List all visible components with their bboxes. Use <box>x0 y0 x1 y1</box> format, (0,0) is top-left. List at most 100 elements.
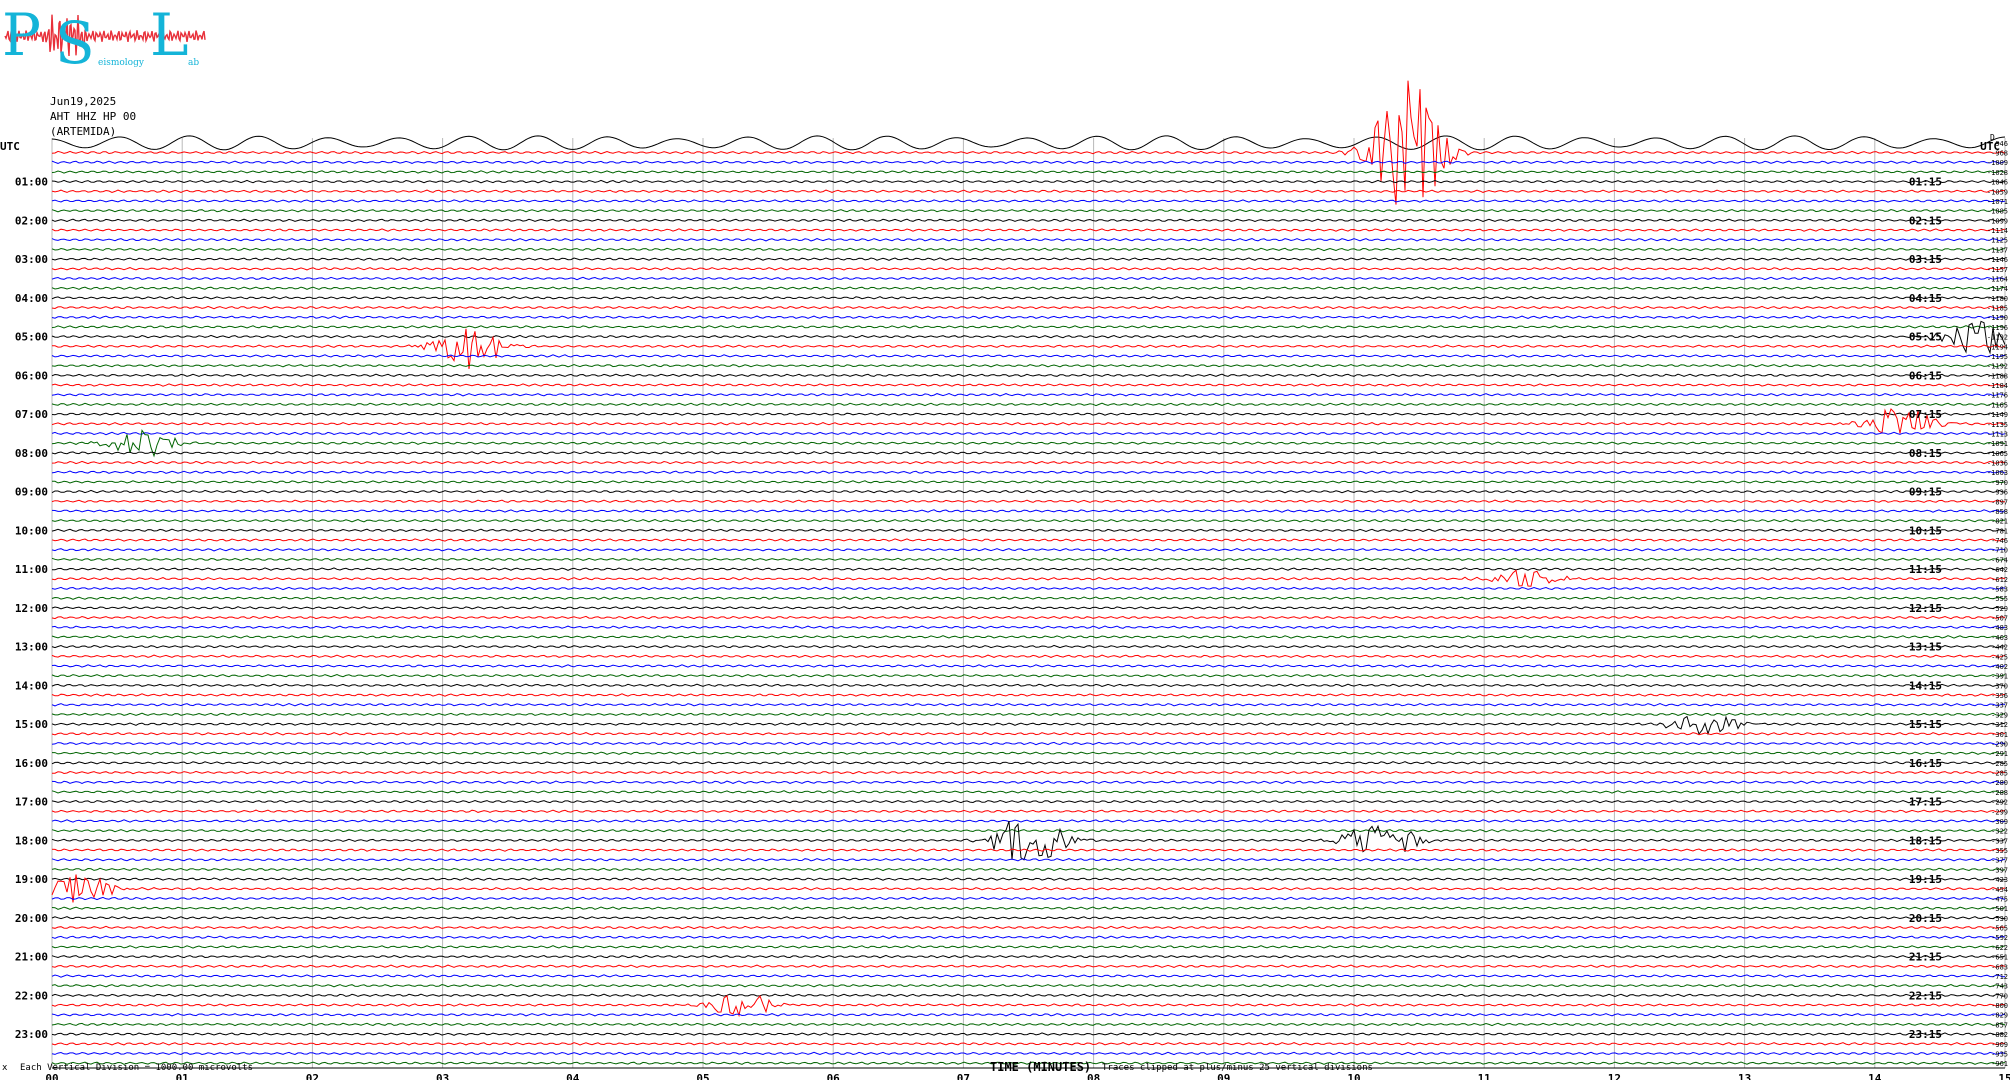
trace-offset-label: -583 <box>1991 585 2008 593</box>
seismic-trace <box>51 567 2006 571</box>
x-tick-label: 07 <box>957 1072 970 1080</box>
trace-offset-label: -651 <box>1991 954 2008 962</box>
hour-label-left: 09:00 <box>15 486 48 499</box>
hour-label-right: 22:15 <box>1909 989 1942 1002</box>
x-tick-label: 05 <box>696 1072 709 1080</box>
trace-offset-label: -897 <box>1991 498 2008 506</box>
trace-offset-label: -301 <box>1991 731 2008 739</box>
hour-label-right: 21:15 <box>1909 951 1942 964</box>
trace-offset-label: -370 <box>1991 682 2008 690</box>
seismic-trace <box>51 741 2006 746</box>
trace-offset-label: -285 <box>1991 770 2008 778</box>
seismic-trace <box>51 238 2006 242</box>
x-tick-label: 08 <box>1087 1072 1100 1080</box>
seismic-trace <box>51 179 2006 184</box>
seismic-trace <box>51 935 2006 939</box>
hour-label-right: 20:15 <box>1909 912 1942 925</box>
seismic-trace <box>51 770 2006 775</box>
seismic-trace <box>51 586 2006 591</box>
seismic-trace <box>52 328 2006 370</box>
footer-scale-note: Each Vertical Division = 1000.00 microvo… <box>20 1063 253 1073</box>
seismic-trace <box>51 286 2006 290</box>
seismic-trace <box>51 170 2006 174</box>
trace-offset-label: -292 <box>1991 799 2008 807</box>
x-tick-label: 02 <box>306 1072 319 1080</box>
trace-offset-label: -565 <box>1991 925 2008 933</box>
hour-label-right: 14:15 <box>1909 679 1942 692</box>
hour-label-left: 01:00 <box>15 176 48 189</box>
hour-label-left: 03:00 <box>15 253 48 266</box>
trace-offset-label: -529 <box>1991 605 2008 613</box>
hour-label-left: 21:00 <box>15 951 48 964</box>
trace-offset-label: -821 <box>1991 518 2008 526</box>
seismic-trace <box>51 964 2006 969</box>
trace-offset-label: -909 <box>1991 1041 2008 1049</box>
trace-offset-label: -442 <box>1991 644 2008 652</box>
hour-label-right: 04:15 <box>1909 292 1942 305</box>
hour-label-left: 08:00 <box>15 447 48 460</box>
trace-offset-label: -683 <box>1991 963 2008 971</box>
trace-offset-label: -1036 <box>1987 460 2008 468</box>
seismic-trace <box>51 518 2006 523</box>
trace-offset-label: -1091 <box>1987 440 2008 448</box>
hour-label-right: 08:15 <box>1909 447 1942 460</box>
x-tick-label: 06 <box>827 1072 841 1080</box>
seismic-trace <box>51 983 2006 988</box>
trace-offset-label: -312 <box>1991 721 2008 729</box>
seismic-trace <box>51 408 2006 434</box>
seismic-trace <box>51 276 2006 281</box>
seismic-trace <box>51 135 2006 151</box>
trace-offset-label: -1065 <box>1987 450 2008 458</box>
trace-offset-label: -642 <box>1991 566 2008 574</box>
footer-clip-note: Traces clipped at plus/minus 25 vertical… <box>1102 1063 1373 1073</box>
seismic-trace <box>51 451 2006 455</box>
x-tick-label: 11 <box>1478 1072 1492 1080</box>
seismic-trace <box>51 208 2006 213</box>
trace-offset-label: -1059 <box>1987 188 2008 196</box>
seismic-trace <box>51 635 2006 639</box>
trace-offset-label: -423 <box>1991 876 2008 884</box>
seismic-trace <box>51 429 2006 458</box>
hour-label-left: 11:00 <box>15 563 48 576</box>
x-tick-label: 00 <box>45 1072 58 1080</box>
seismic-trace <box>51 431 2006 436</box>
trace-offset-label: -1196 <box>1987 324 2008 332</box>
seismic-trace <box>51 896 2006 901</box>
seismic-trace <box>51 228 2006 232</box>
trace-offset-label: -1071 <box>1987 198 2008 206</box>
trace-offset-label: -1195 <box>1987 353 2008 361</box>
trace-offset-label: -622 <box>1991 944 2008 952</box>
trace-offset-label: -425 <box>1991 653 2008 661</box>
trace-offset-label: -355 <box>1991 847 2008 855</box>
trace-offset-label: -968 <box>1991 150 2008 158</box>
trace-offset-label: -674 <box>1991 556 2008 564</box>
trace-offset-label: -710 <box>1991 547 2008 555</box>
x-tick-label: 13 <box>1738 1072 1751 1080</box>
seismic-trace <box>51 199 2006 203</box>
seismic-trace <box>51 325 2006 329</box>
hour-label-right: 05:15 <box>1909 331 1942 344</box>
x-tick-label: 12 <box>1608 1072 1621 1080</box>
trace-offset-label: -1185 <box>1987 305 2008 313</box>
seismic-trace <box>51 715 2006 736</box>
x-tick-label: 09 <box>1217 1072 1230 1080</box>
trace-offset-label: -1165 <box>1987 401 2008 409</box>
trace-offset-label: -280 <box>1991 779 2008 787</box>
hour-label-left: 14:00 <box>15 679 48 692</box>
seismic-trace <box>51 790 2006 794</box>
seismic-trace <box>51 218 2006 223</box>
seismic-trace <box>51 247 2006 252</box>
hour-label-right: 16:15 <box>1909 757 1942 770</box>
seismic-trace <box>51 296 2006 300</box>
hour-label-left: 04:00 <box>15 292 48 305</box>
hour-label-left: 02:00 <box>15 214 48 227</box>
hour-label-right: 01:15 <box>1909 176 1942 189</box>
hour-label-left: 22:00 <box>15 989 48 1002</box>
trace-offset-label: -530 <box>1991 915 2008 923</box>
trace-offset-label: -800 <box>1991 1002 2008 1010</box>
seismic-trace <box>51 809 2006 813</box>
header-site: (ARTEMIDA) <box>50 125 117 138</box>
trace-offset-label: -1190 <box>1987 314 2008 322</box>
seismic-trace <box>51 538 2006 542</box>
